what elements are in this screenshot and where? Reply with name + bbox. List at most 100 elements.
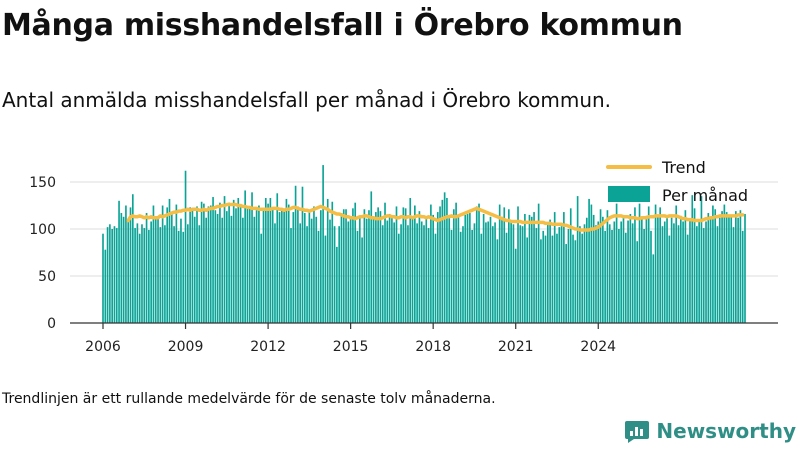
bar xyxy=(581,233,584,323)
bar xyxy=(544,235,547,323)
y-tick-label-150: 150 xyxy=(29,175,56,191)
bar xyxy=(668,235,671,323)
bar xyxy=(563,212,565,323)
bar xyxy=(115,228,118,323)
bar xyxy=(464,214,467,323)
bar xyxy=(111,229,113,323)
bar xyxy=(198,225,201,323)
bar xyxy=(618,229,620,323)
bar xyxy=(512,224,515,323)
bar xyxy=(530,216,533,323)
bar xyxy=(508,209,510,323)
bar xyxy=(501,216,503,323)
bar xyxy=(290,228,292,323)
bar xyxy=(131,194,134,323)
bar xyxy=(469,213,471,323)
bar xyxy=(640,216,643,323)
bar xyxy=(168,198,171,323)
bar xyxy=(391,216,393,323)
bar xyxy=(152,205,155,323)
bar xyxy=(666,217,668,323)
bar xyxy=(375,212,377,323)
bar xyxy=(329,219,331,323)
bar xyxy=(297,206,299,323)
bar xyxy=(205,217,208,323)
bar xyxy=(402,207,405,323)
bar xyxy=(494,222,496,323)
bar xyxy=(663,221,666,323)
bar xyxy=(542,230,545,323)
bar xyxy=(138,233,141,323)
y-tick-label-0: 0 xyxy=(47,316,56,332)
bar xyxy=(590,204,593,323)
bar xyxy=(693,208,696,323)
bar xyxy=(331,201,334,323)
bar xyxy=(450,229,453,323)
bar xyxy=(721,211,723,323)
bar xyxy=(549,219,551,323)
bar xyxy=(148,229,150,323)
bar xyxy=(157,218,159,323)
chart-svg: 0 50 100 150 2006 2009 2012 2015 2018 2021 2024 Tr… xyxy=(29,158,778,355)
bar xyxy=(684,210,687,323)
bar xyxy=(462,226,464,323)
bar xyxy=(207,206,210,323)
bar xyxy=(654,204,657,323)
bar xyxy=(478,203,480,323)
bar xyxy=(533,212,535,323)
bar xyxy=(457,215,460,323)
bar xyxy=(340,213,343,323)
bar xyxy=(393,222,396,323)
trend-line-series xyxy=(126,202,745,232)
bar xyxy=(414,205,416,323)
bar xyxy=(141,224,143,323)
brand-logo[interactable]: Newsworthy xyxy=(624,418,796,444)
bar xyxy=(679,215,682,323)
bar xyxy=(269,197,272,323)
bar xyxy=(306,226,308,323)
bar xyxy=(358,217,361,323)
bar xyxy=(588,198,590,323)
bar xyxy=(455,202,457,323)
bar xyxy=(416,223,418,323)
bar xyxy=(700,196,703,323)
bar xyxy=(342,209,345,323)
x-tick-label-2024: 2024 xyxy=(580,339,616,355)
bar xyxy=(246,206,249,323)
bar xyxy=(487,221,490,323)
bar xyxy=(624,232,627,323)
bar-series-per-manad xyxy=(102,165,746,323)
bar xyxy=(737,217,739,323)
bar xyxy=(175,204,178,323)
bar xyxy=(565,244,567,323)
bar xyxy=(579,226,581,323)
newsworthy-logo-icon xyxy=(625,421,650,443)
bar xyxy=(496,239,499,323)
bar xyxy=(427,228,430,323)
bar xyxy=(255,210,258,323)
bar xyxy=(271,207,274,323)
bar xyxy=(420,221,423,323)
bar xyxy=(145,213,148,323)
bar xyxy=(650,230,652,323)
bar xyxy=(276,193,279,323)
bar xyxy=(377,207,379,323)
bar xyxy=(553,212,556,323)
bar xyxy=(645,215,648,323)
bar xyxy=(281,209,283,323)
bar xyxy=(322,165,324,323)
bar xyxy=(585,217,588,323)
footnote: Trendlinjen är ett rullande medelvärde f… xyxy=(2,391,496,407)
bar xyxy=(182,231,185,323)
bar xyxy=(274,223,276,323)
bar xyxy=(615,203,618,323)
bar xyxy=(248,208,251,323)
bar xyxy=(498,204,501,323)
brand-name: Newsworthy xyxy=(656,419,796,443)
bar xyxy=(129,207,132,323)
bar xyxy=(395,206,398,323)
bar xyxy=(418,211,421,323)
x-tick-label-2015: 2015 xyxy=(333,339,369,355)
bar xyxy=(122,216,125,323)
bar xyxy=(154,216,157,323)
